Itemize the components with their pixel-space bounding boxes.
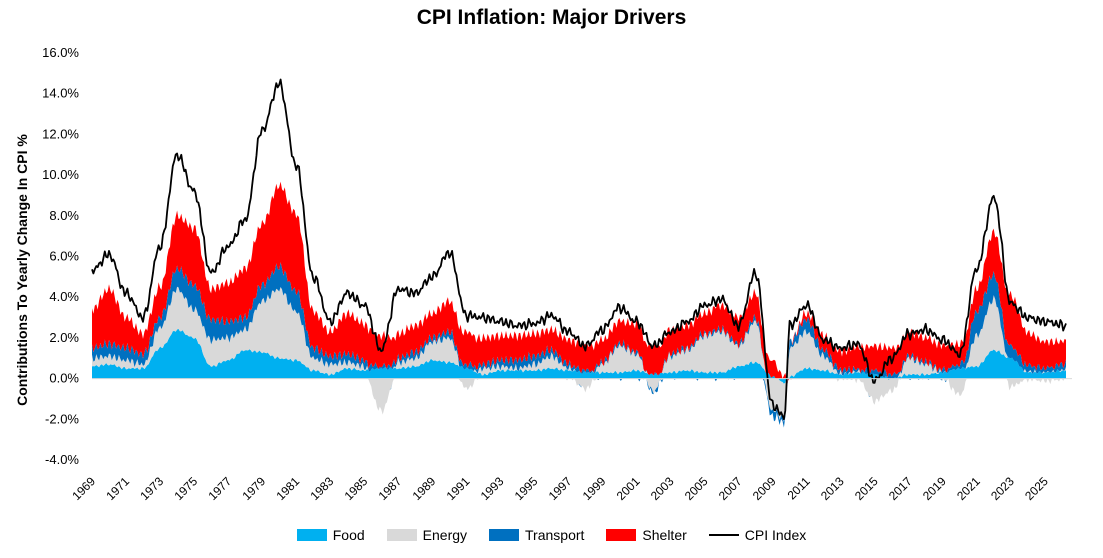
x-tick-label: 1981	[274, 474, 303, 503]
y-tick-label: 8.0%	[49, 208, 79, 223]
area-food-positive	[92, 328, 1066, 379]
legend-label-transport: Transport	[525, 527, 585, 543]
x-tick-label: 1997	[546, 474, 575, 503]
x-tick-label: 2021	[954, 474, 983, 503]
legend-swatch-energy	[386, 529, 417, 541]
legend-item-cpi-index: CPI Index	[708, 527, 807, 543]
x-tick-label: 2005	[682, 474, 711, 503]
legend-item-food: Food	[296, 527, 365, 543]
x-tick-label: 1979	[239, 474, 268, 503]
y-tick-label: -4.0%	[45, 452, 79, 467]
y-tick-label: 14.0%	[42, 86, 79, 101]
legend-swatch-food	[296, 529, 327, 541]
line-cpi-index	[91, 78, 1067, 420]
x-tick-label: 1975	[171, 474, 200, 503]
x-tick-label: 1985	[342, 474, 371, 503]
x-tick-label: 2007	[716, 474, 745, 503]
y-tick-label: 2.0%	[49, 330, 79, 345]
legend-label-energy: Energy	[422, 527, 468, 543]
plot-area: -4.0% -2.0% 0.0% 2.0% 4.0% 6.0% 8.0% 10.0% 12.0%…	[42, 45, 1072, 503]
legend-swatch-transport	[489, 529, 520, 541]
legend-item-shelter: Shelter	[606, 527, 687, 543]
legend-swatch-cpi-index	[708, 534, 739, 536]
legend: Food Energy Transport Shelter CPI Index	[0, 524, 1103, 546]
x-tick-label: 1993	[478, 474, 507, 503]
x-tick-label: 1989	[410, 474, 439, 503]
x-tick-label: 2025	[1022, 474, 1051, 503]
x-tick-label: 2001	[614, 474, 643, 503]
x-tick-label: 1973	[137, 474, 166, 503]
legend-label-food: Food	[332, 527, 365, 543]
legend-item-energy: Energy	[386, 527, 468, 543]
area-shelter-positive	[92, 181, 1066, 379]
x-tick-label: 2003	[648, 474, 677, 503]
legend-label-cpi-index: CPI Index	[744, 527, 807, 543]
y-tick-label: 16.0%	[42, 45, 79, 60]
area-transport-positive	[92, 262, 1066, 379]
legend-label-shelter: Shelter	[642, 527, 687, 543]
x-tick-label: 1969	[69, 474, 98, 503]
x-tick-label: 1987	[376, 474, 405, 503]
x-tick-label: 1991	[444, 474, 473, 503]
y-tick-label: 4.0%	[49, 289, 79, 304]
area-energy-positive	[92, 286, 1066, 379]
x-tick-label: 2017	[886, 474, 915, 503]
area-energy-negative	[92, 378, 1066, 423]
legend-swatch-shelter	[606, 529, 637, 541]
y-tick-label: 6.0%	[49, 249, 79, 264]
y-tick-label: -2.0%	[45, 411, 79, 426]
x-tick-label: 2015	[852, 474, 881, 503]
x-tick-label: 2019	[920, 474, 949, 503]
x-tick-label: 2011	[785, 474, 813, 502]
legend-item-transport: Transport	[489, 527, 584, 543]
y-tick-label: 12.0%	[42, 126, 79, 141]
x-tick-label: 1995	[512, 474, 541, 503]
x-tick-label: 1977	[205, 474, 234, 503]
chart-title: CPI Inflation: Major Drivers	[416, 6, 687, 29]
x-tick-label: 1971	[103, 474, 132, 503]
x-tick-label: 1999	[580, 474, 609, 503]
x-tick-label: 2009	[750, 474, 779, 503]
x-tick-label: 1983	[308, 474, 337, 503]
y-tick-label: 10.0%	[42, 167, 79, 182]
area-layer	[92, 181, 1066, 428]
y-tick-label: 0.0%	[49, 371, 79, 386]
x-tick-label: 2023	[988, 474, 1017, 503]
area-transport-negative	[92, 378, 1066, 428]
line-layer	[91, 78, 1067, 420]
x-tick-label: 2013	[818, 474, 847, 503]
area-shelter-negative	[92, 378, 1066, 428]
